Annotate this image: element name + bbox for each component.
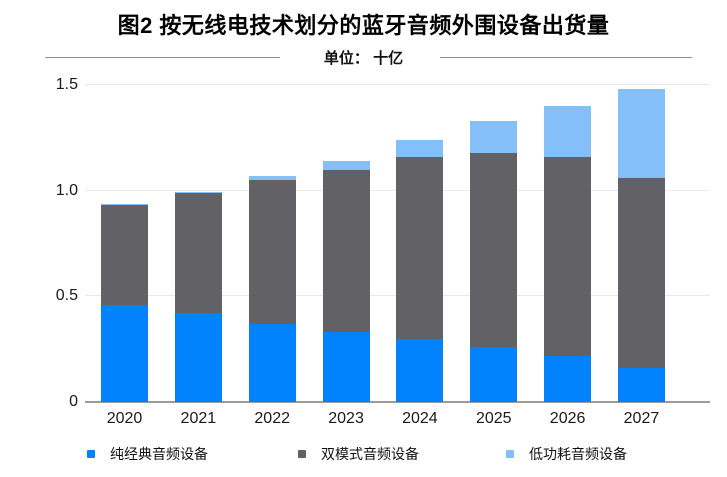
bar-segment-dual-2025: [470, 152, 518, 348]
bar-segment-dual-2026: [544, 156, 592, 356]
bar-segment-classic-2023: [322, 332, 370, 402]
x-tick-label-2022: 2022: [254, 410, 290, 427]
y-tick-label-1.0: 1.0: [55, 181, 78, 199]
x-tick-label-2021: 2021: [180, 410, 217, 427]
x-tick-label-2025: 2025: [475, 410, 512, 427]
bar-segment-le-2025: [470, 120, 518, 153]
x-tick-label-2026: 2026: [549, 410, 586, 427]
bar-segment-dual-2021: [174, 192, 222, 314]
legend-item-classic: 纯经典音频设备: [87, 444, 208, 464]
bar-segment-classic-2020: [101, 304, 148, 402]
legend-label: 纯经典音频设备: [110, 446, 208, 462]
x-tick-label-2024: 2024: [402, 410, 438, 427]
legend-label: 双模式音频设备: [321, 446, 419, 462]
bar-2026: [544, 106, 592, 402]
bar-segment-classic-2024: [396, 338, 444, 402]
bar-segment-classic-2025: [470, 347, 518, 402]
bar-segment-le-2023: [322, 161, 370, 170]
chart-subtitle-row: 单位： 十亿: [0, 46, 727, 68]
chart-title: 图2 按无线电技术划分的蓝牙音频外围设备出货量: [117, 13, 610, 38]
chart-legend: 纯经典音频设备 双模式音频设备 低功耗音频设备: [0, 444, 727, 468]
bar-segment-le-2021: [174, 191, 222, 193]
y-tick-label-0: 0: [69, 393, 78, 410]
legend-swatch-icon: [298, 450, 306, 458]
x-tick-label-2023: 2023: [328, 410, 364, 427]
legend-item-le: 低功耗音频设备: [506, 444, 627, 464]
unit-label: 单位： 十亿: [323, 50, 404, 67]
bar-2021: [174, 191, 222, 402]
bar-segment-dual-2024: [396, 156, 444, 339]
x-tick-label-2020: 2020: [106, 410, 143, 427]
bar-segment-le-2024: [396, 139, 444, 157]
gridline-1.5: [85, 84, 710, 85]
bar-segment-le-2022: [248, 175, 296, 181]
bar-segment-classic-2021: [174, 313, 222, 402]
bar-2027: [617, 89, 665, 402]
bar-segment-classic-2022: [248, 323, 296, 402]
bar-2025: [470, 120, 518, 402]
bar-segment-le-2027: [617, 89, 665, 178]
bar-segment-le-2026: [544, 106, 592, 157]
bar-segment-le-2020: [101, 204, 148, 206]
legend-item-dual: 双模式音频设备: [298, 444, 419, 464]
bar-segment-dual-2020: [101, 205, 148, 305]
subtitle-divider-left: [45, 57, 280, 58]
y-tick-label-1.5: 1.5: [55, 76, 78, 93]
x-tick-label-2027: 2027: [623, 410, 660, 427]
bar-segment-dual-2022: [248, 180, 296, 324]
legend-swatch-icon: [506, 450, 514, 458]
y-tick-label-0.5: 0.5: [55, 287, 78, 305]
bar-2023: [322, 161, 370, 402]
bar-segment-classic-2027: [617, 368, 665, 402]
bar-segment-dual-2023: [322, 169, 370, 333]
bar-segment-classic-2026: [544, 355, 592, 402]
x-axis-baseline: [85, 401, 710, 403]
bar-2020: [101, 204, 148, 402]
legend-label: 低功耗音频设备: [529, 446, 627, 462]
plot-area: [85, 84, 710, 403]
legend-swatch-icon: [87, 450, 95, 458]
bar-2024: [396, 139, 444, 402]
bar-2022: [248, 175, 296, 402]
bar-segment-dual-2027: [617, 178, 665, 369]
subtitle-divider-right: [440, 57, 692, 58]
